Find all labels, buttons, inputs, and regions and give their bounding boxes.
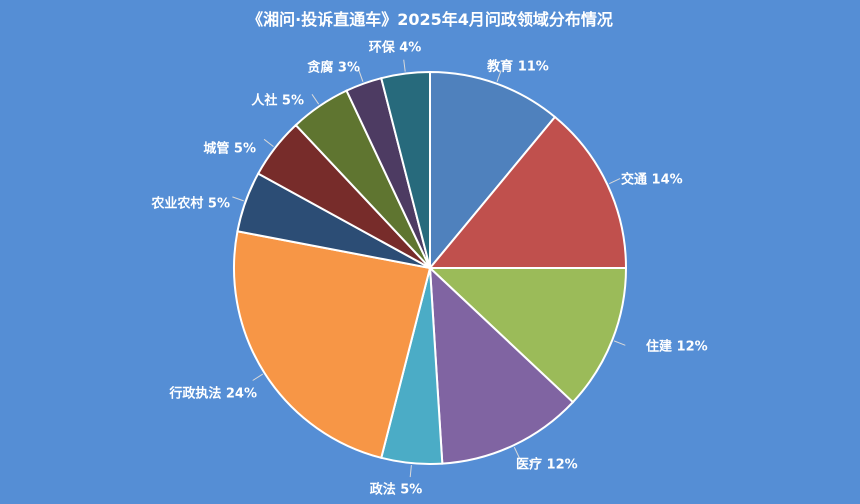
leader-line-6	[252, 373, 264, 381]
slice-label-1: 教育 11%	[486, 59, 549, 75]
pie-slice-3	[427, 267, 628, 404]
leader-line-1	[496, 70, 502, 82]
leader-line-4	[513, 446, 520, 459]
slice-label-4: 医疗 12%	[516, 457, 578, 473]
pie-slice-1	[429, 70, 557, 271]
slice-label-10: 贪腐 3%	[306, 60, 360, 76]
slice-label-6: 行政执法 24%	[168, 386, 257, 402]
slice-label-8: 城管 5%	[203, 141, 256, 157]
slice-label-5: 政法 5%	[370, 482, 423, 498]
pie-slice-4	[428, 265, 575, 465]
leader-line-11	[403, 59, 406, 72]
chart-title: 《湘问·投诉直通车》2025年4月问政领域分布情况	[247, 10, 613, 29]
pie-slice-6	[233, 230, 432, 460]
leader-line-9	[311, 94, 320, 105]
slice-label-11: 环保 4%	[369, 40, 422, 56]
pie-slice-11	[380, 70, 431, 269]
leader-line-10	[358, 70, 364, 82]
slice-label-3: 住建 12%	[646, 339, 708, 355]
slice-label-2: 交通 14%	[621, 172, 683, 188]
leader-line-8	[263, 138, 274, 147]
leader-line-3	[613, 340, 626, 346]
leader-line-2	[608, 178, 621, 185]
pie-slice-2	[427, 115, 628, 269]
leader-line-5	[409, 465, 412, 478]
slice-label-7: 农业农村 5%	[150, 196, 230, 212]
leader-line-7	[232, 196, 244, 202]
slice-label-9: 人社 5%	[251, 93, 304, 109]
